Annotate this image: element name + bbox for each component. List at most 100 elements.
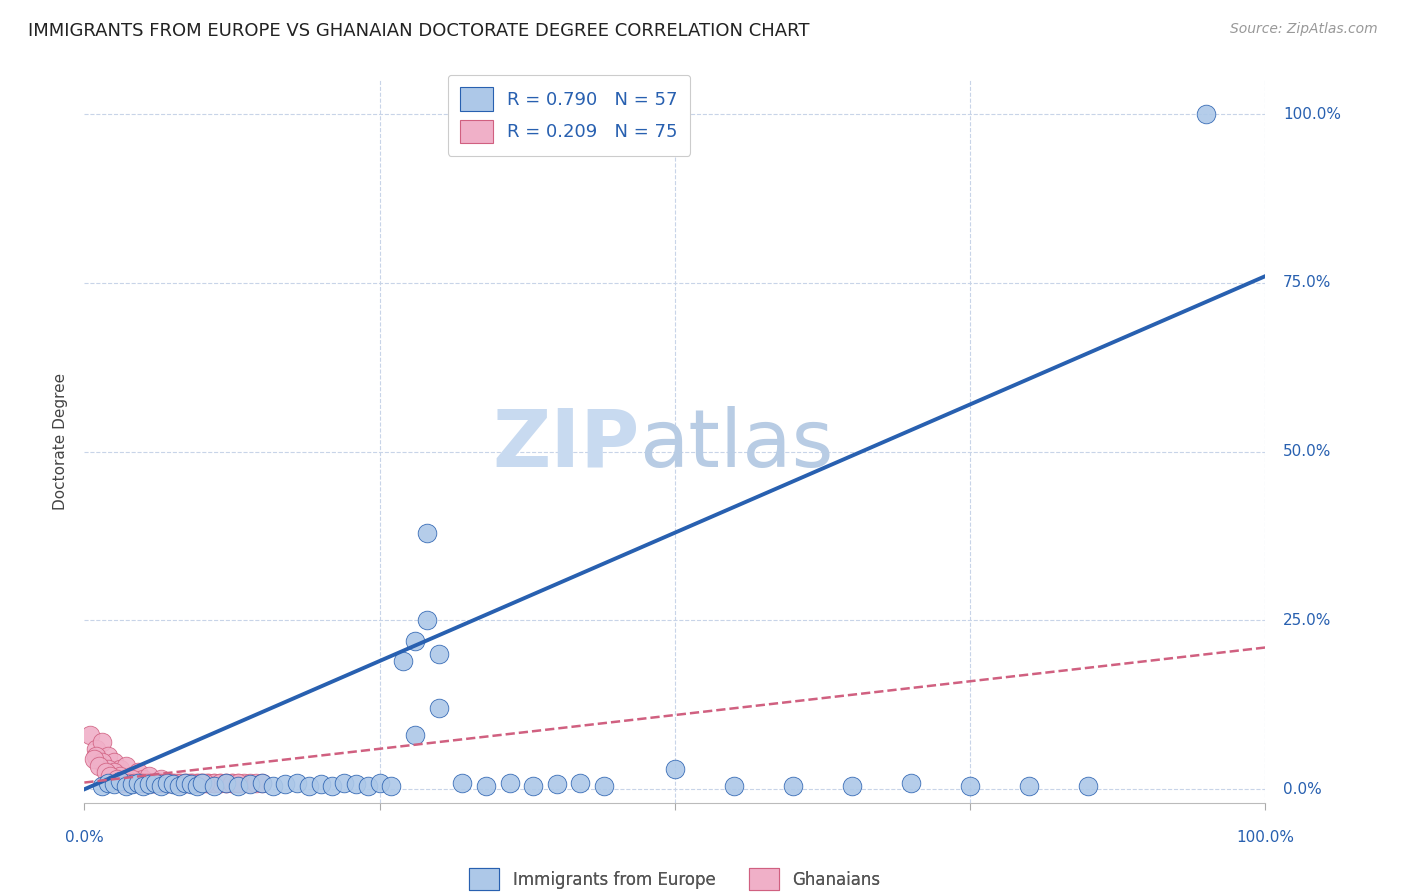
Text: 0.0%: 0.0% (65, 830, 104, 845)
Point (103, 777, 125, 791)
Point (188, 775, 211, 789)
Point (167, 779, 190, 793)
Point (202, 775, 225, 789)
Point (191, 775, 214, 789)
Point (239, 775, 262, 789)
Point (202, 775, 225, 789)
Point (162, 775, 184, 789)
Point (215, 775, 238, 789)
Point (98, 769, 121, 783)
Point (127, 775, 149, 789)
Point (114, 779, 136, 793)
Point (156, 775, 179, 789)
Point (1195, 107, 1218, 121)
Point (162, 775, 184, 789)
Point (94, 765, 117, 780)
Point (150, 779, 173, 793)
Point (150, 775, 173, 789)
Point (138, 775, 160, 789)
Point (209, 775, 232, 789)
Point (107, 772, 129, 787)
Point (451, 775, 474, 789)
Point (250, 775, 273, 789)
Point (959, 779, 981, 793)
Point (593, 779, 616, 793)
Point (156, 775, 179, 789)
Point (1018, 779, 1040, 793)
Point (167, 775, 190, 789)
Point (166, 775, 188, 789)
Point (135, 775, 157, 789)
Point (138, 777, 160, 791)
Text: Source: ZipAtlas.com: Source: ZipAtlas.com (1230, 22, 1378, 37)
Point (162, 777, 184, 791)
Point (321, 779, 343, 793)
Point (97, 762, 120, 776)
Text: 100.0%: 100.0% (1236, 830, 1295, 845)
Point (177, 775, 200, 789)
Text: 0.0%: 0.0% (1284, 781, 1322, 797)
Text: 25.0%: 25.0% (1284, 613, 1331, 628)
Point (285, 775, 308, 789)
Point (108, 769, 131, 783)
Point (427, 647, 450, 661)
Point (392, 654, 415, 668)
Point (103, 765, 125, 780)
Point (416, 614, 439, 628)
Point (84, 741, 107, 756)
Point (156, 775, 179, 789)
Point (416, 525, 439, 540)
Text: ZIP: ZIP (492, 406, 640, 484)
Point (569, 775, 592, 789)
Point (226, 775, 249, 789)
Point (87, 758, 110, 772)
Point (181, 775, 204, 789)
Point (143, 775, 166, 789)
Point (103, 756, 125, 770)
Point (239, 777, 262, 791)
Point (215, 775, 238, 789)
Text: IMMIGRANTS FROM EUROPE VS GHANAIAN DOCTORATE DEGREE CORRELATION CHART: IMMIGRANTS FROM EUROPE VS GHANAIAN DOCTO… (28, 22, 810, 40)
Point (522, 779, 544, 793)
Point (132, 772, 155, 787)
Point (111, 775, 134, 789)
Point (127, 765, 149, 780)
Point (138, 769, 160, 783)
Point (150, 772, 173, 787)
Point (215, 775, 238, 789)
Point (186, 775, 208, 789)
Point (114, 772, 136, 787)
Point (121, 769, 143, 783)
Point (782, 779, 804, 793)
Point (546, 777, 568, 791)
Point (146, 775, 169, 789)
Point (122, 775, 145, 789)
Point (157, 775, 180, 789)
Point (333, 775, 356, 789)
Point (173, 775, 195, 789)
Point (357, 779, 380, 793)
Point (91, 735, 114, 749)
Point (309, 777, 332, 791)
Point (180, 775, 202, 789)
Point (250, 775, 273, 789)
Text: atlas: atlas (640, 406, 834, 484)
Point (91, 779, 114, 793)
Point (129, 775, 152, 789)
Point (344, 777, 367, 791)
Point (274, 777, 297, 791)
Point (498, 775, 520, 789)
Point (173, 775, 195, 789)
Point (97, 748, 120, 763)
Point (900, 775, 922, 789)
Point (108, 774, 131, 789)
Point (404, 728, 426, 742)
Point (132, 775, 155, 789)
Point (664, 762, 686, 776)
Point (197, 775, 219, 789)
Point (173, 775, 195, 789)
Point (143, 775, 166, 789)
Point (114, 758, 136, 772)
Point (226, 775, 249, 789)
Point (475, 779, 498, 793)
